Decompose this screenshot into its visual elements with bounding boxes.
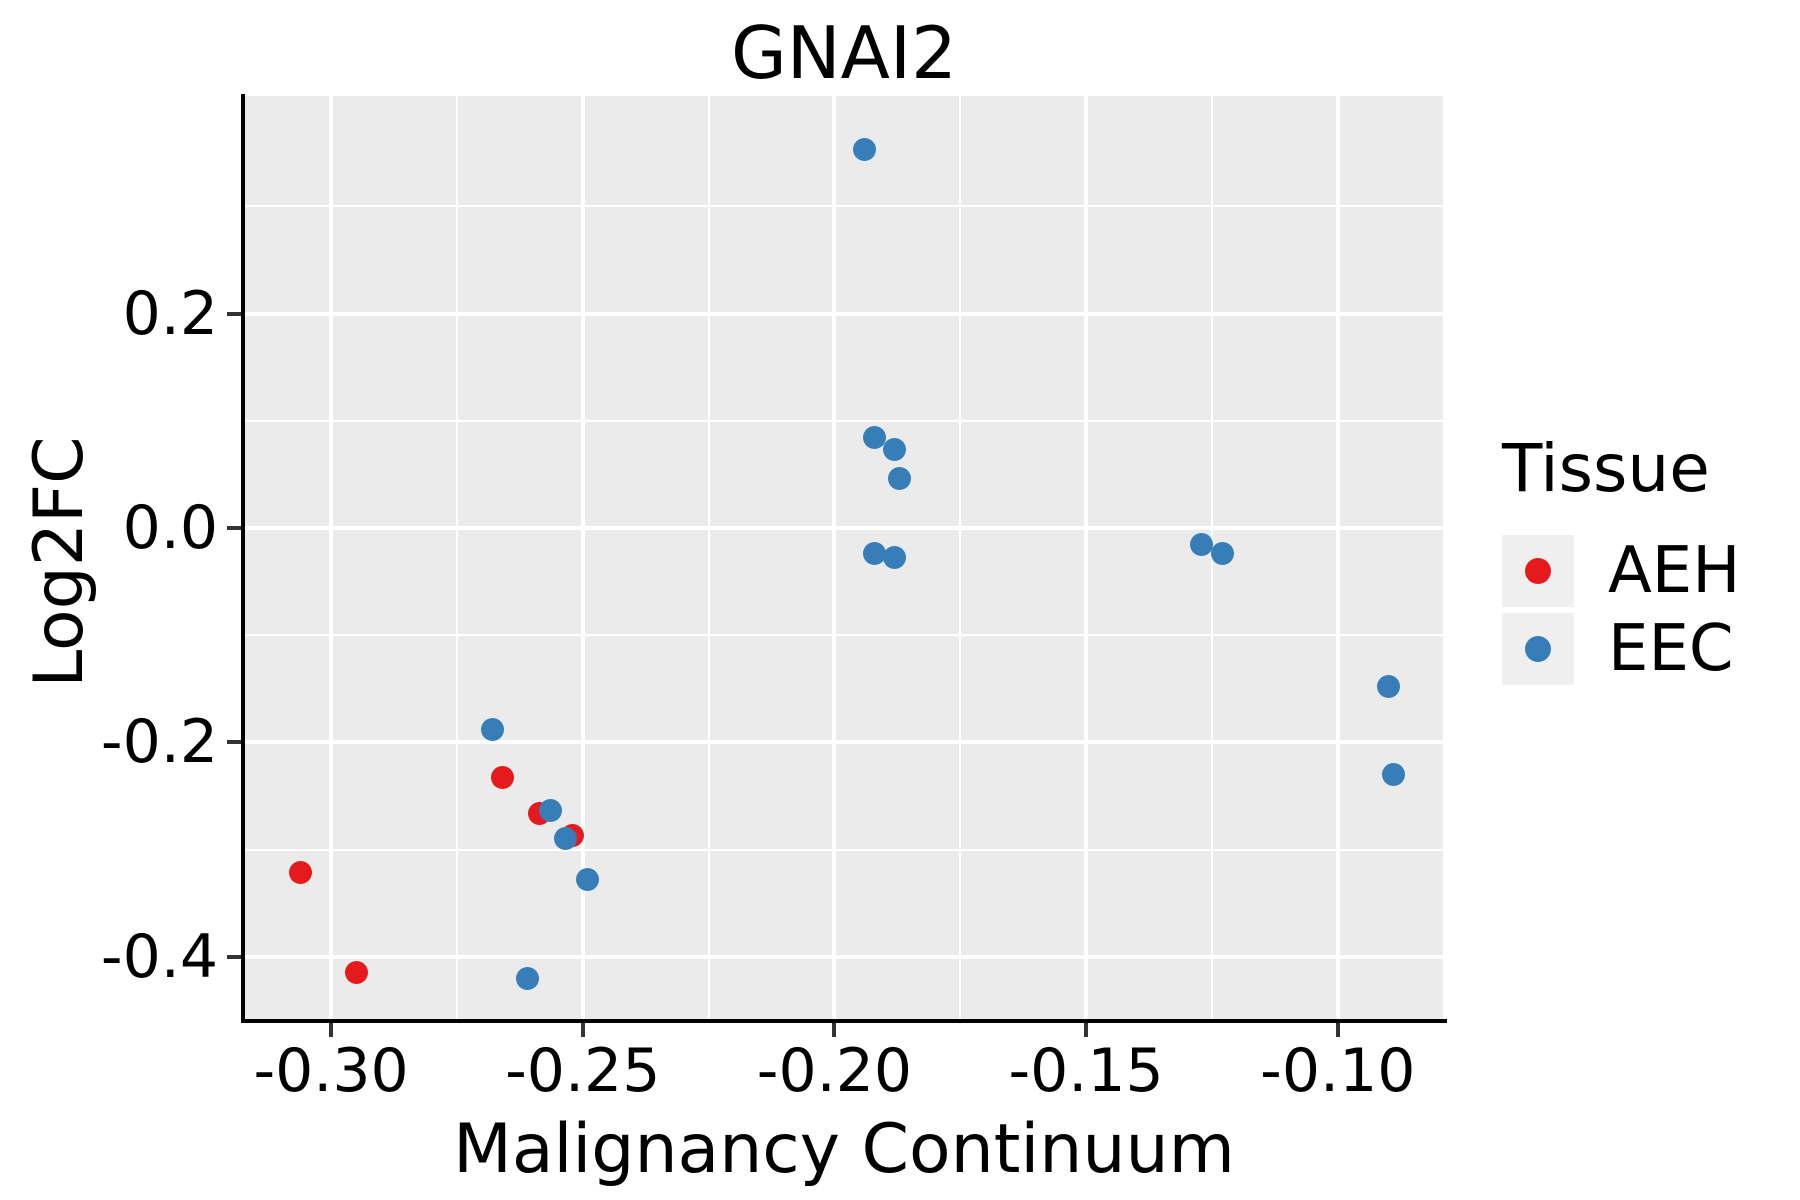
legend-label-aeh: AEH: [1608, 534, 1741, 608]
legend-item-eec[interactable]: EEC: [1502, 613, 1740, 685]
data-point-eec: [863, 542, 887, 566]
major-gridline-y: [245, 954, 1443, 959]
x-axis-title: Malignancy Continuum: [453, 1110, 1235, 1189]
minor-gridline-y: [245, 848, 1443, 851]
data-point-eec: [538, 798, 562, 822]
x-tick-label: -0.10: [1260, 1036, 1416, 1106]
minor-gridline-y: [245, 419, 1443, 422]
x-tick-mark: [580, 1023, 585, 1037]
x-tick-mark: [1084, 1023, 1089, 1037]
major-gridline-x: [832, 96, 837, 1021]
x-tick-mark: [329, 1023, 334, 1037]
data-point-aeh: [344, 961, 368, 985]
y-tick-label: 0.0: [122, 492, 218, 563]
minor-gridline-y: [245, 205, 1443, 208]
x-tick-label: -0.25: [505, 1036, 661, 1106]
y-tick-mark: [227, 954, 241, 959]
legend: Tissue AEH EEC: [1502, 430, 1740, 691]
data-point-eec: [480, 717, 504, 741]
major-gridline-y: [245, 311, 1443, 316]
x-tick-mark: [832, 1023, 837, 1037]
chart-title: GNAI2: [731, 11, 957, 95]
data-point-eec: [853, 138, 877, 162]
data-point-aeh: [289, 860, 313, 884]
eec-dot-icon: [1525, 636, 1551, 662]
data-point-eec: [553, 826, 577, 850]
data-point-eec: [888, 467, 912, 491]
y-tick-mark: [227, 311, 241, 316]
x-tick-label: -0.20: [756, 1036, 913, 1106]
plot-panel: [245, 96, 1443, 1021]
aeh-dot-icon: [1525, 558, 1551, 584]
x-tick-label: -0.15: [1008, 1036, 1164, 1106]
legend-title: Tissue: [1502, 430, 1710, 507]
data-point-eec: [1376, 675, 1400, 699]
data-point-eec: [1210, 542, 1234, 566]
data-point-eec: [1190, 532, 1214, 556]
minor-gridline-x: [707, 96, 710, 1021]
y-axis-line: [241, 94, 245, 1023]
minor-gridline-x: [959, 96, 962, 1021]
data-point-eec: [883, 438, 907, 462]
data-point-eec: [515, 966, 539, 990]
data-point-eec: [576, 868, 600, 892]
legend-item-aeh[interactable]: AEH: [1502, 535, 1740, 607]
x-tick-label: -0.30: [253, 1036, 409, 1106]
minor-gridline-x: [455, 96, 458, 1021]
legend-key-eec: [1502, 613, 1574, 685]
major-gridline-y: [245, 740, 1443, 745]
data-point-eec: [1381, 762, 1405, 786]
major-gridline-x: [580, 96, 585, 1021]
major-gridline-y: [245, 525, 1443, 530]
y-tick-mark: [227, 525, 241, 530]
y-tick-mark: [227, 740, 241, 745]
data-point-eec: [883, 546, 907, 570]
major-gridline-x: [329, 96, 334, 1021]
legend-key-aeh: [1502, 535, 1574, 607]
major-gridline-x: [1335, 96, 1340, 1021]
x-axis-line: [241, 1019, 1447, 1023]
y-tick-label: -0.2: [100, 707, 218, 778]
data-point-eec: [863, 426, 887, 450]
legend-label-eec: EEC: [1608, 612, 1734, 686]
y-tick-label: -0.4: [100, 921, 218, 992]
x-tick-mark: [1335, 1023, 1340, 1037]
minor-gridline-y: [245, 634, 1443, 637]
data-point-aeh: [490, 766, 514, 790]
y-tick-label: 0.2: [122, 278, 218, 349]
major-gridline-x: [1084, 96, 1089, 1021]
